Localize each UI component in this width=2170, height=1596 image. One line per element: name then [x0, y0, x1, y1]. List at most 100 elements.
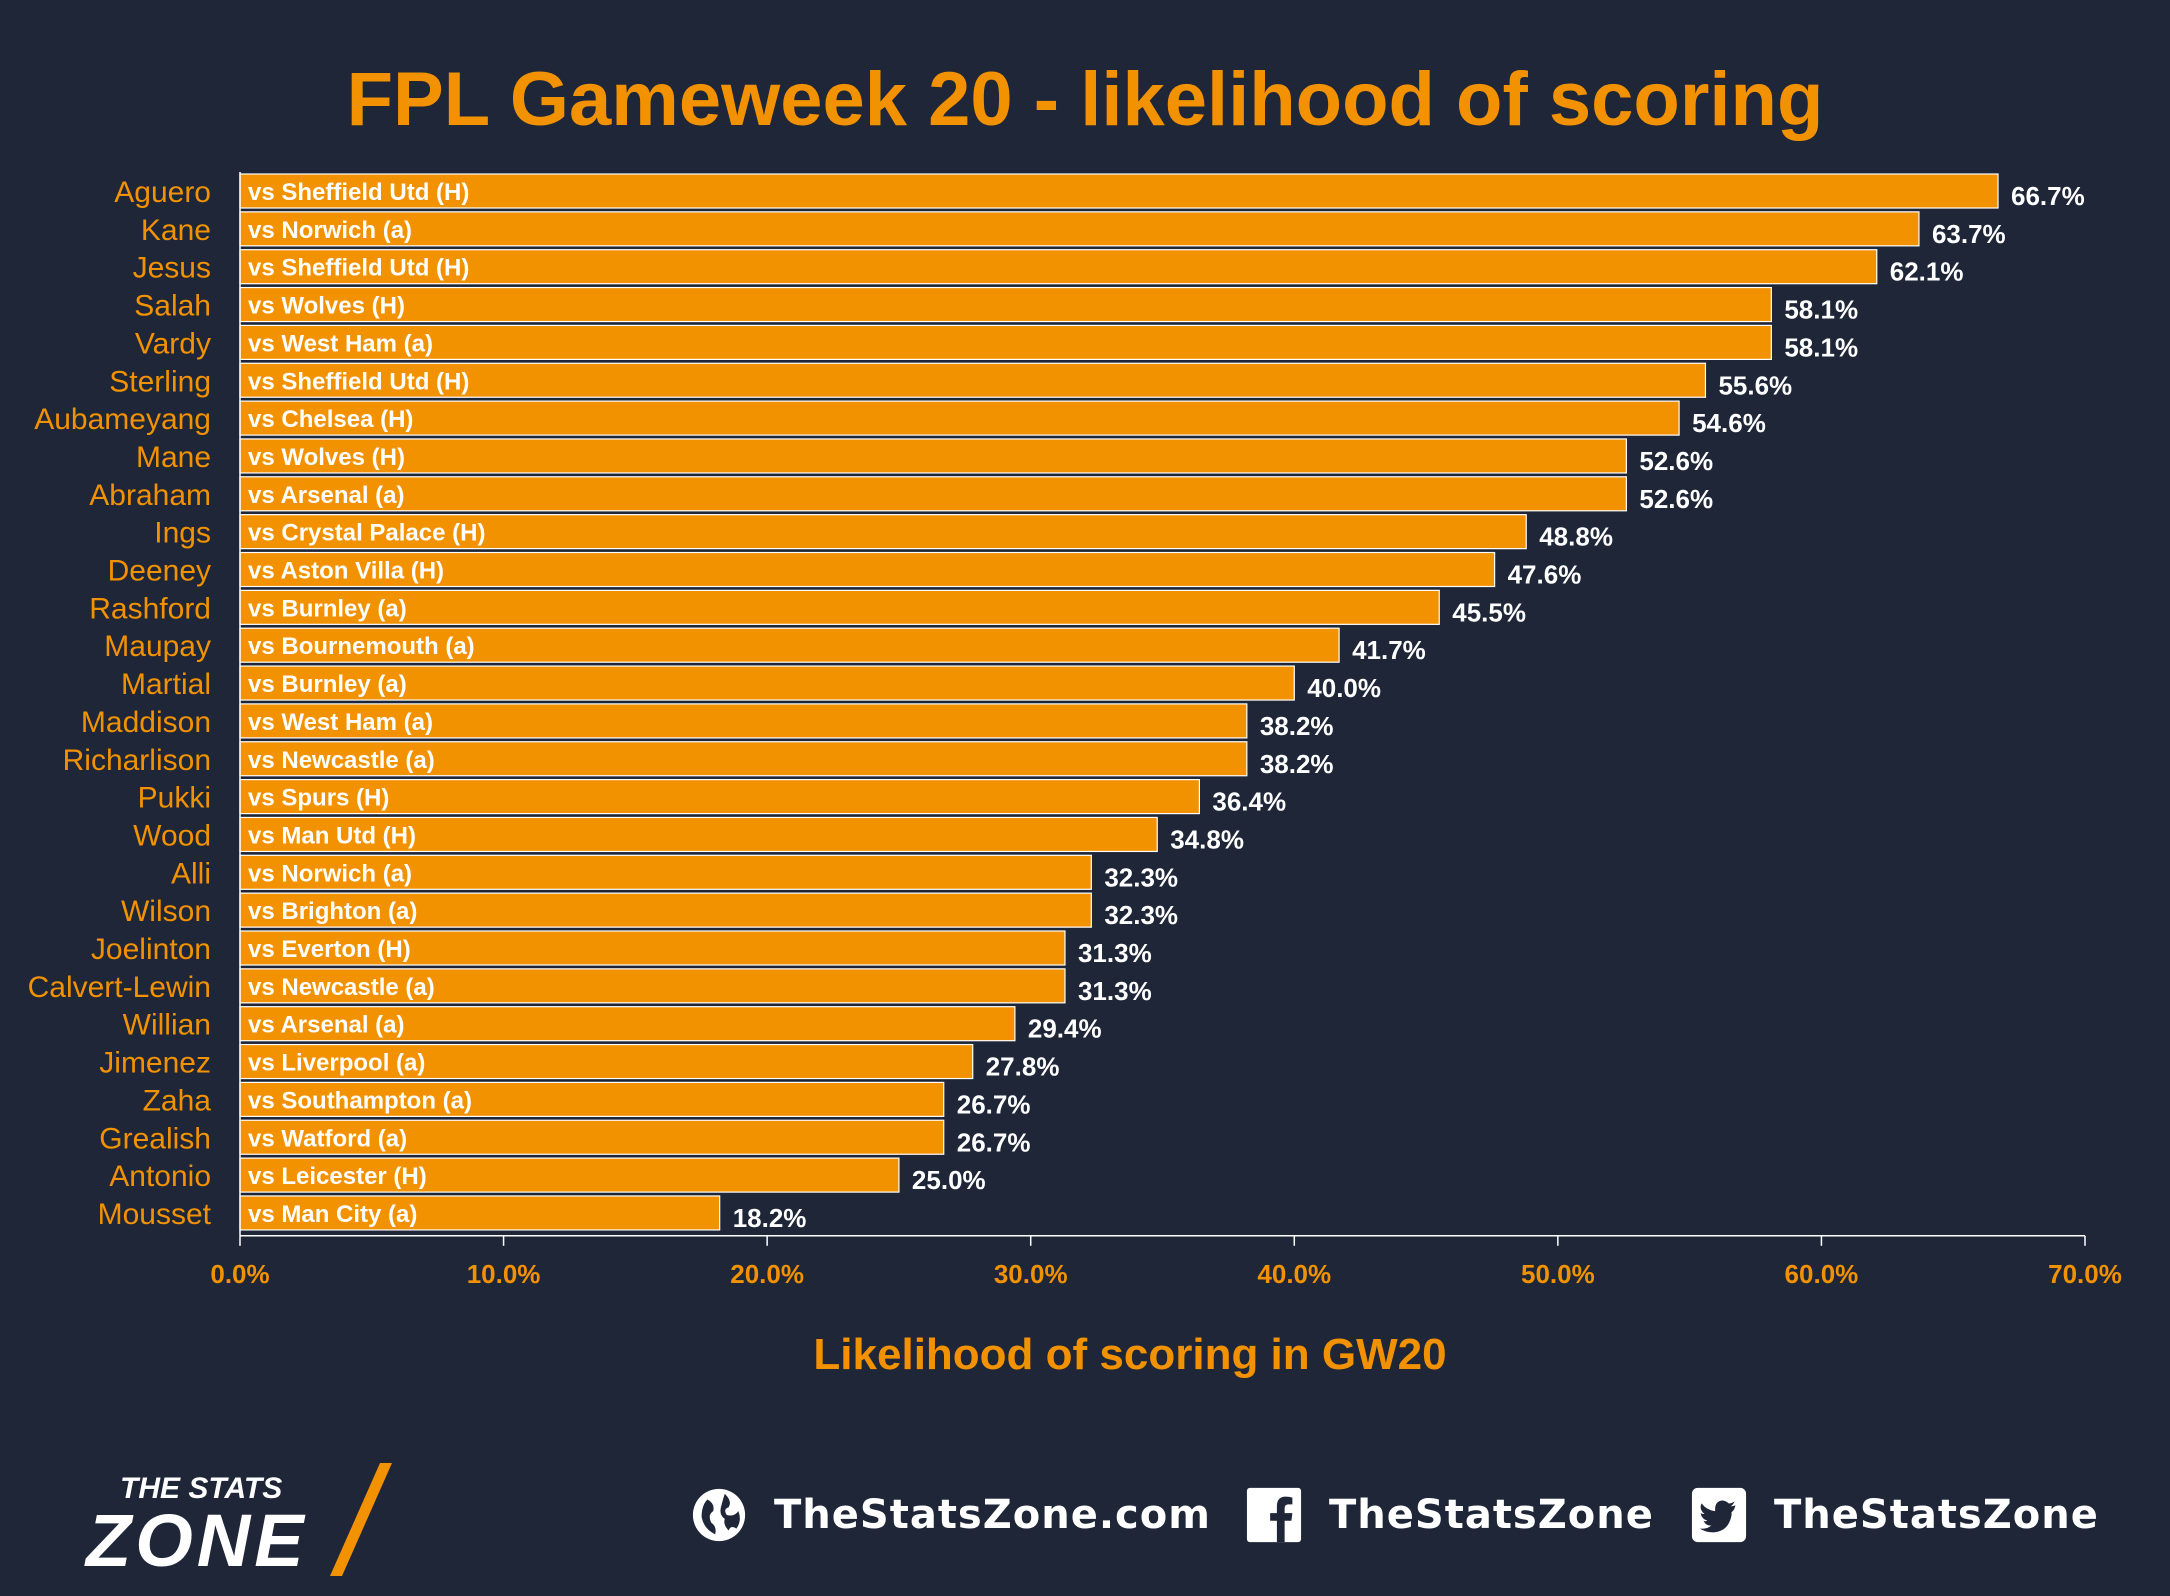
player-label: Deeney: [108, 555, 211, 588]
stats-zone-logo: THE STATS ZONE: [84, 1463, 392, 1578]
bars-layer: Aguero vs Sheffield Utd (H) 66.7% Kane vs No…: [28, 173, 2085, 1233]
bar: [239, 324, 1772, 360]
value-label: 27.8%: [986, 1052, 1060, 1082]
value-label: 54.6%: [1692, 408, 1766, 438]
player-label: Joelinton: [91, 933, 211, 966]
value-label: 58.1%: [1784, 295, 1858, 325]
facebook-text: TheStatsZone: [1329, 1492, 1654, 1538]
footer: THE STATS ZONE TheStatsZone.com TheStats…: [0, 1440, 2170, 1596]
fixture-label: vs Norwich (a): [248, 860, 412, 887]
bar: [239, 211, 1920, 247]
bar: [239, 703, 1248, 739]
player-label: Sterling: [109, 365, 211, 398]
x-tick-label: 40.0%: [1257, 1259, 1331, 1289]
value-label: 52.6%: [1639, 446, 1713, 476]
player-label: Jimenez: [99, 1047, 211, 1080]
bar: [239, 741, 1248, 777]
player-label: Aubameyang: [34, 403, 211, 436]
fixture-label: vs Chelsea (H): [248, 406, 413, 433]
value-label: 34.8%: [1170, 824, 1244, 854]
brand-slash-icon: [330, 1463, 392, 1576]
bar: [239, 476, 1627, 512]
fixture-label: vs Brighton (a): [248, 898, 417, 925]
fixture-label: vs Aston Villa (H): [248, 558, 444, 585]
fixture-label: vs Liverpool (a): [248, 1050, 425, 1077]
bar: [239, 1157, 900, 1193]
x-tick-label: 30.0%: [994, 1259, 1068, 1289]
x-tick-label: 20.0%: [730, 1259, 804, 1289]
x-tick-label: 10.0%: [467, 1259, 541, 1289]
player-label: Zaha: [143, 1084, 212, 1117]
value-label: 38.2%: [1260, 711, 1334, 741]
player-label: Maddison: [81, 706, 211, 739]
fixture-label: vs Man Utd (H): [248, 822, 416, 849]
x-axis-label: Likelihood of scoring in GW20: [813, 1330, 1447, 1379]
value-label: 58.1%: [1784, 332, 1858, 362]
bar: [239, 589, 1440, 625]
twitter-text: TheStatsZone: [1774, 1492, 2099, 1538]
player-label: Aguero: [114, 176, 211, 209]
player-label: Salah: [134, 290, 211, 323]
fixture-label: vs Southampton (a): [248, 1087, 472, 1114]
player-label: Grealish: [99, 1122, 211, 1155]
value-label: 62.1%: [1890, 257, 1964, 287]
fixture-label: vs Wolves (H): [248, 444, 405, 471]
fixture-label: vs Crystal Palace (H): [248, 520, 485, 547]
fixture-label: vs Arsenal (a): [248, 482, 405, 509]
twitter-link[interactable]: TheStatsZone: [1690, 1485, 2099, 1545]
bar: [239, 1081, 945, 1118]
fixture-label: vs Spurs (H): [248, 785, 389, 812]
player-label: Rashford: [89, 592, 211, 625]
x-tick-label: 60.0%: [1785, 1259, 1859, 1289]
fixture-label: vs Burnley (a): [248, 671, 407, 698]
facebook-link[interactable]: TheStatsZone: [1245, 1485, 1654, 1545]
bar: [239, 1119, 945, 1155]
player-label: Mane: [136, 441, 211, 474]
fixture-label: vs Sheffield Utd (H): [248, 368, 469, 395]
value-label: 25.0%: [912, 1165, 986, 1195]
value-label: 31.3%: [1078, 976, 1152, 1006]
website-link[interactable]: TheStatsZone.com: [690, 1485, 1211, 1545]
player-label: Abraham: [89, 479, 211, 512]
website-text: TheStatsZone.com: [774, 1492, 1211, 1538]
player-label: Alli: [171, 857, 211, 890]
value-label: 29.4%: [1028, 1014, 1102, 1044]
x-tick-label: 50.0%: [1521, 1259, 1595, 1289]
value-label: 38.2%: [1260, 749, 1334, 779]
bar: [239, 892, 1092, 928]
bar: [239, 1006, 1016, 1042]
fixture-label: vs Burnley (a): [248, 595, 407, 622]
twitter-icon: [1691, 1487, 1747, 1543]
fixture-label: vs West Ham (a): [248, 330, 433, 357]
fixture-label: vs Sheffield Utd (H): [248, 179, 469, 206]
fixture-label: vs Watford (a): [248, 1125, 407, 1152]
bar: [239, 930, 1066, 966]
player-label: Maupay: [104, 630, 211, 663]
value-label: 63.7%: [1932, 219, 2006, 249]
fixture-label: vs Everton (H): [248, 936, 411, 963]
bar: [239, 249, 1878, 285]
value-label: 55.6%: [1718, 370, 1792, 400]
player-label: Mousset: [98, 1198, 212, 1231]
bar: [239, 173, 1999, 209]
value-label: 45.5%: [1452, 597, 1526, 627]
x-axis: 0.0% 10.0% 20.0% 30.0% 40.0% 50.0% 60.0% 70.0%: [210, 172, 2122, 1289]
player-label: Antonio: [109, 1160, 211, 1193]
fixture-label: vs Arsenal (a): [248, 1012, 405, 1039]
bar: [239, 362, 1707, 398]
fixture-label: vs Wolves (H): [248, 293, 405, 320]
bar: [239, 514, 1527, 550]
player-label: Willian: [123, 1009, 211, 1042]
value-label: 31.3%: [1078, 938, 1152, 968]
brand-bottom-text: ZONE: [84, 1499, 308, 1578]
value-label: 47.6%: [1508, 560, 1582, 590]
value-label: 52.6%: [1639, 484, 1713, 514]
value-label: 26.7%: [957, 1089, 1031, 1119]
bar: [239, 551, 1496, 588]
value-label: 41.7%: [1352, 635, 1426, 665]
bar: [239, 627, 1340, 663]
player-label: Ings: [154, 517, 211, 550]
player-label: Kane: [141, 214, 211, 247]
value-label: 40.0%: [1307, 673, 1381, 703]
fixture-label: vs West Ham (a): [248, 709, 433, 736]
